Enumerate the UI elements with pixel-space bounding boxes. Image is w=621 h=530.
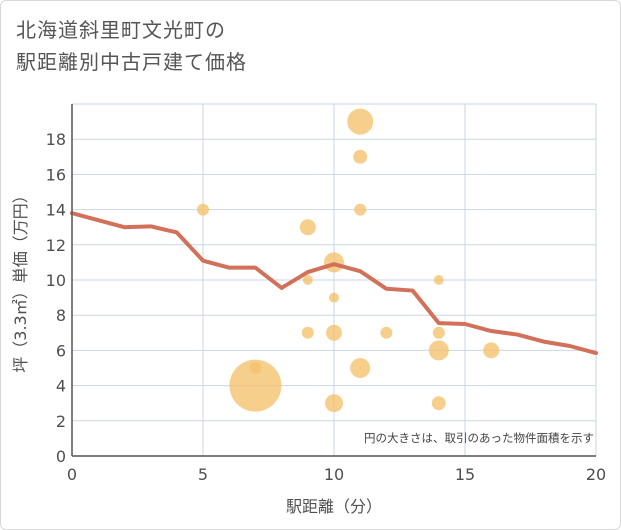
y-tick-label: 0 bbox=[56, 447, 66, 466]
x-tick-label: 5 bbox=[198, 465, 208, 484]
y-tick-label: 6 bbox=[56, 341, 66, 360]
chart-title-line1: 北海道斜里町文光町の bbox=[16, 18, 226, 42]
x-tick-label: 0 bbox=[67, 465, 77, 484]
y-tick-label: 18 bbox=[46, 130, 66, 149]
bubble-point bbox=[432, 326, 445, 339]
bubble-point bbox=[483, 342, 500, 359]
bubble-point bbox=[326, 324, 342, 341]
y-axis-title: 坪（3.3㎡）単価（万円） bbox=[11, 187, 30, 372]
x-axis-title: 駅距離（分） bbox=[286, 497, 382, 516]
bubble-point bbox=[353, 149, 368, 164]
bubble-size-note: 円の大きさは、取引のあった物件面積を示す bbox=[364, 431, 594, 445]
bubble-point bbox=[302, 275, 313, 285]
bubble-point bbox=[299, 219, 316, 236]
x-tick-labels: 0 5 10 15 20 bbox=[67, 465, 606, 484]
bubble-point bbox=[229, 359, 282, 412]
x-tick-label: 20 bbox=[586, 465, 606, 484]
y-tick-label: 14 bbox=[46, 201, 66, 220]
chart-title: 北海道斜里町文光町の 駅距離別中古戸建て価格 bbox=[16, 14, 436, 78]
chart-title-line2: 駅距離別中古戸建て価格 bbox=[16, 50, 247, 74]
bubble-point bbox=[329, 292, 339, 303]
bubble-point bbox=[249, 362, 262, 374]
bubble-point bbox=[197, 203, 209, 216]
y-tick-label: 4 bbox=[56, 377, 66, 396]
bubble-point bbox=[433, 275, 444, 285]
bubble-point bbox=[301, 326, 314, 339]
bubble-point bbox=[431, 396, 446, 411]
y-tick-label: 2 bbox=[56, 412, 66, 431]
y-tick-label: 10 bbox=[46, 271, 66, 290]
bubble-point bbox=[347, 108, 374, 135]
bubble-point bbox=[380, 326, 393, 339]
y-tick-label: 16 bbox=[46, 165, 66, 184]
bubble-point bbox=[350, 358, 371, 378]
y-tick-label: 12 bbox=[46, 236, 66, 255]
bubble-point bbox=[325, 394, 343, 413]
y-tick-label: 8 bbox=[56, 306, 66, 325]
bubble-point bbox=[428, 340, 449, 361]
y-tick-labels: 0 2 4 6 8 10 12 14 16 18 bbox=[46, 130, 66, 466]
bubble-point bbox=[354, 203, 367, 216]
trend-line bbox=[70, 211, 598, 356]
grid-lines bbox=[72, 103, 597, 456]
x-tick-label: 15 bbox=[455, 465, 475, 484]
x-tick-label: 10 bbox=[324, 465, 344, 484]
